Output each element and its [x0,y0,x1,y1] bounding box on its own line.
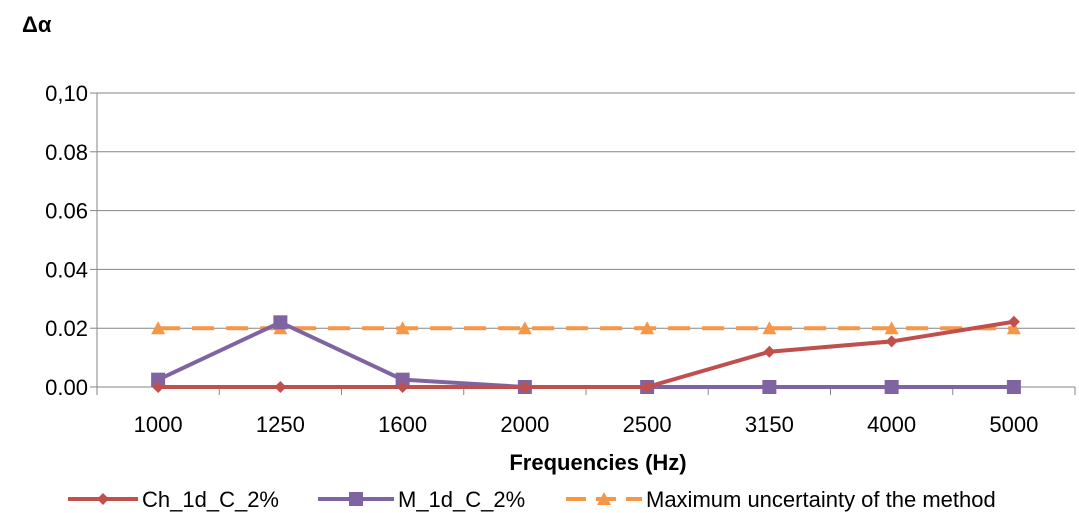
series-lines [151,315,1021,394]
legend-marker [597,492,611,505]
series-line [158,319,1015,389]
x-tick-label: 4000 [867,412,916,437]
data-point [517,321,532,335]
legend-item: Ch_1d_C_2% [68,487,279,512]
legend-marker [349,492,363,506]
data-point [763,345,776,358]
legend-label: Ch_1d_C_2% [142,487,279,512]
data-point [151,321,166,335]
data-point [884,321,899,335]
x-axis-title: Frequencies (Hz) [509,450,686,475]
data-point [395,321,410,335]
y-tick-label: 0.02 [45,316,88,341]
data-point [640,321,655,335]
data-point [518,381,531,393]
data-point [395,372,410,387]
data-point [762,321,777,335]
legend-marker [97,493,109,505]
y-tick-label: 0.08 [45,140,88,165]
x-tick-label: 3150 [745,412,794,437]
data-point [885,335,898,348]
series-0 [152,315,1020,393]
x-tick-label: 1000 [134,412,183,437]
legend-item: Maximum uncertainty of the method [566,487,996,512]
legend-item: M_1d_C_2% [318,487,525,512]
y-tick-label: 0,10 [45,81,88,106]
data-point [1006,380,1021,394]
data-point [396,381,409,393]
y-axis-ticks: 0,10 0.08 0.06 0.04 0.02 0.00 [45,81,97,400]
data-point [274,381,287,393]
data-point [151,372,166,387]
y-tick-label: 0.06 [45,199,88,224]
gridlines [97,92,1075,329]
data-point [152,381,165,393]
data-point [762,380,777,394]
y-axis-title: Δα [22,12,52,37]
data-point [273,315,288,330]
x-tick-label: 2500 [623,412,672,437]
legend: Ch_1d_C_2% M_1d_C_2% Maximum uncertainty o… [68,487,996,512]
legend-label: Maximum uncertainty of the method [646,487,996,512]
data-point [641,381,654,393]
y-tick-label: 0.00 [45,375,88,400]
series-line [157,320,1014,389]
data-point [1007,315,1020,328]
x-tick-label: 1250 [256,412,305,437]
x-tick-label: 5000 [989,412,1038,437]
y-tick-label: 0.04 [45,257,88,282]
x-tick-label: 1600 [378,412,427,437]
data-point [884,380,899,394]
legend-label: M_1d_C_2% [398,487,525,512]
x-tick-label: 2000 [500,412,549,437]
